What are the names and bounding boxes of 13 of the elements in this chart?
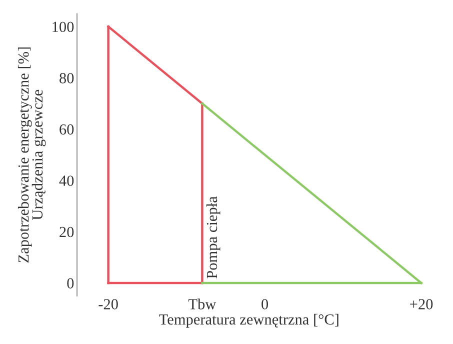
x-tick-label: Tbw <box>188 298 216 310</box>
y-axis-title: Zapotrzebowanie energetyczne [%] Urządzenia grzewcze <box>18 47 46 263</box>
y-tick-label: 0 <box>67 278 74 288</box>
y-tick-label: 40 <box>59 176 74 186</box>
x-tick-label: -20 <box>98 299 118 310</box>
annotation: Pompa ciepła <box>206 196 220 278</box>
x-tick-label: +20 <box>410 299 433 310</box>
x-axis-title: Temperatura zewnętrzna [°C] <box>159 314 338 328</box>
x-tick-label: 0 <box>262 299 268 310</box>
y-tick-label: 60 <box>60 124 74 135</box>
y-tick-label: 80 <box>60 73 74 84</box>
y-tick-label: 20 <box>60 226 74 238</box>
y-tick-label: 100 <box>52 22 74 32</box>
